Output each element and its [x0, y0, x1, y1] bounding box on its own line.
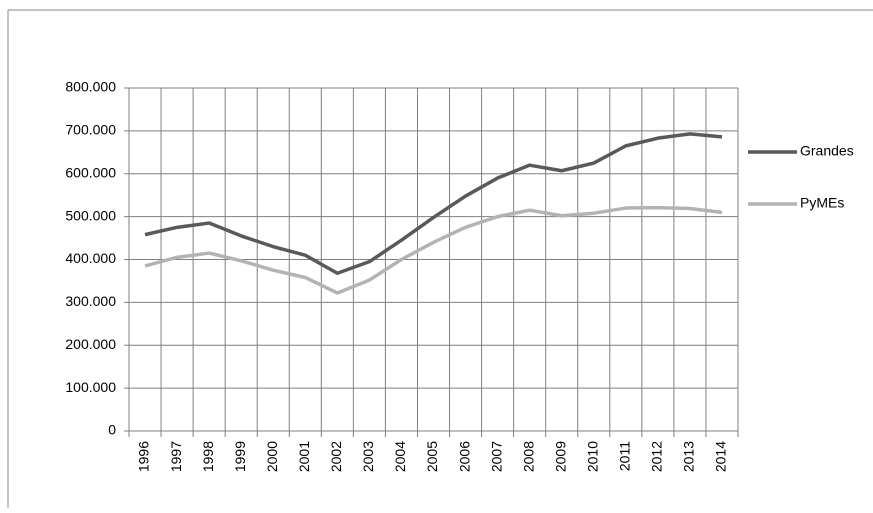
y-tick-label: 600.000: [65, 164, 116, 180]
y-tick-label: 700.000: [65, 122, 116, 138]
legend-label: PyMEs: [800, 195, 844, 211]
x-tick-label: 2008: [520, 441, 536, 472]
x-tick-label: 1997: [168, 441, 184, 472]
x-tick-label: 2004: [392, 441, 408, 472]
y-tick-label: 200.000: [65, 336, 116, 352]
y-tick-label: 300.000: [65, 293, 116, 309]
x-tick-label: 2006: [456, 441, 472, 472]
y-tick-label: 800.000: [65, 79, 116, 95]
x-tick-label: 2003: [360, 441, 376, 472]
x-tick-label: 2012: [649, 441, 665, 472]
x-tick-label: 2011: [617, 441, 633, 471]
y-tick-label: 0: [108, 422, 116, 438]
x-tick-label: 2000: [264, 441, 280, 472]
x-tick-label: 1996: [136, 441, 152, 472]
x-tick-label: 2010: [584, 441, 600, 472]
x-tick-label: 2002: [328, 441, 344, 472]
series-line: [144, 132, 723, 275]
x-tick-label: 2009: [552, 441, 568, 472]
x-tick-label: 1998: [200, 441, 216, 472]
series-line: [144, 205, 723, 295]
x-tick-label: 2013: [681, 441, 697, 472]
x-tick-label: 2014: [713, 441, 729, 472]
legend-label: Grandes: [800, 143, 854, 159]
x-tick-label: 2005: [424, 441, 440, 472]
y-tick-label: 500.000: [65, 207, 116, 223]
x-tick-label: 2001: [296, 441, 312, 472]
y-tick-label: 400.000: [65, 250, 116, 266]
y-tick-label: 100.000: [65, 379, 116, 395]
x-tick-label: 2007: [488, 441, 504, 472]
x-tick-label: 1999: [232, 441, 248, 472]
